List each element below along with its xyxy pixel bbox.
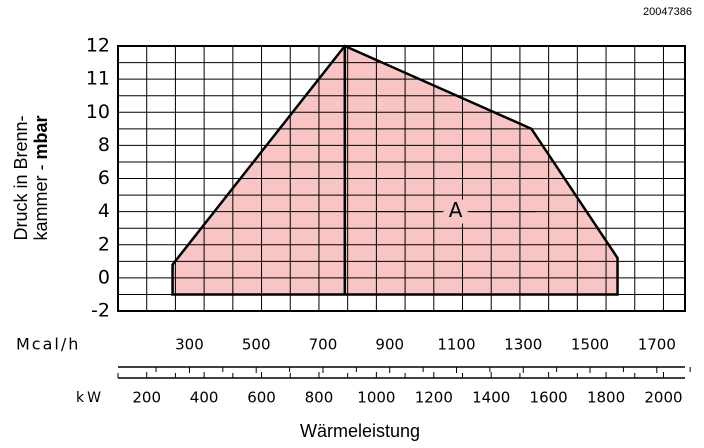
- chart-code: 20047386: [643, 6, 692, 18]
- y-label-text: kammer -: [31, 165, 51, 241]
- x2-tick-label: 1500: [571, 336, 609, 354]
- y-label-line: Druck in Brenn-: [11, 115, 31, 240]
- x2-tick-label: 1100: [437, 336, 475, 354]
- x-tick-label: 1800: [587, 389, 625, 407]
- y-tick-label: 4: [98, 200, 110, 222]
- y-label-bold: mbar: [31, 115, 51, 159]
- annotation: A: [449, 198, 463, 222]
- y-tick-label: 12: [86, 35, 110, 57]
- x2-unit: Mcal/h: [16, 335, 80, 354]
- y-tick-label: 2: [98, 233, 110, 255]
- x2-tick-label: 700: [309, 336, 338, 354]
- x-tick-label: 2000: [644, 389, 682, 407]
- x2-tick-label: 1300: [504, 336, 542, 354]
- annotation-bg: [443, 199, 468, 224]
- x2-tick-label: 900: [375, 336, 404, 354]
- x-tick-label: 1600: [530, 389, 568, 407]
- x2-tick-label: 300: [175, 336, 204, 354]
- x2-tick-label: 500: [242, 336, 271, 354]
- y-axis-label: Druck in Brenn- kammer - mbar: [11, 115, 51, 240]
- x-tick-label: 200: [132, 389, 161, 407]
- y-tick-label: -2: [91, 300, 110, 322]
- x-unit: kW: [76, 390, 104, 406]
- x-tick-label: 600: [247, 389, 276, 407]
- x-tick-label: 400: [190, 389, 219, 407]
- x-tick-label: 800: [305, 389, 334, 407]
- plot-frame: [117, 45, 686, 312]
- y-label-line: kammer - mbar: [31, 115, 51, 240]
- y-tick-label: 8: [98, 134, 110, 156]
- x-axis-label: Wärmeleistung: [300, 421, 420, 441]
- y-tick-label: 6: [98, 167, 110, 189]
- x-tick-label: 1400: [472, 389, 510, 407]
- y-tick-label: 11: [86, 68, 110, 90]
- area: [172, 46, 618, 295]
- area-outline: [171, 44, 619, 296]
- y-tick-label: 0: [98, 266, 110, 288]
- y-tick-label: 10: [86, 101, 110, 123]
- x2-tick-label: 1700: [638, 336, 676, 354]
- x-tick-label: 1000: [357, 389, 395, 407]
- x-tick-label: 1200: [415, 389, 453, 407]
